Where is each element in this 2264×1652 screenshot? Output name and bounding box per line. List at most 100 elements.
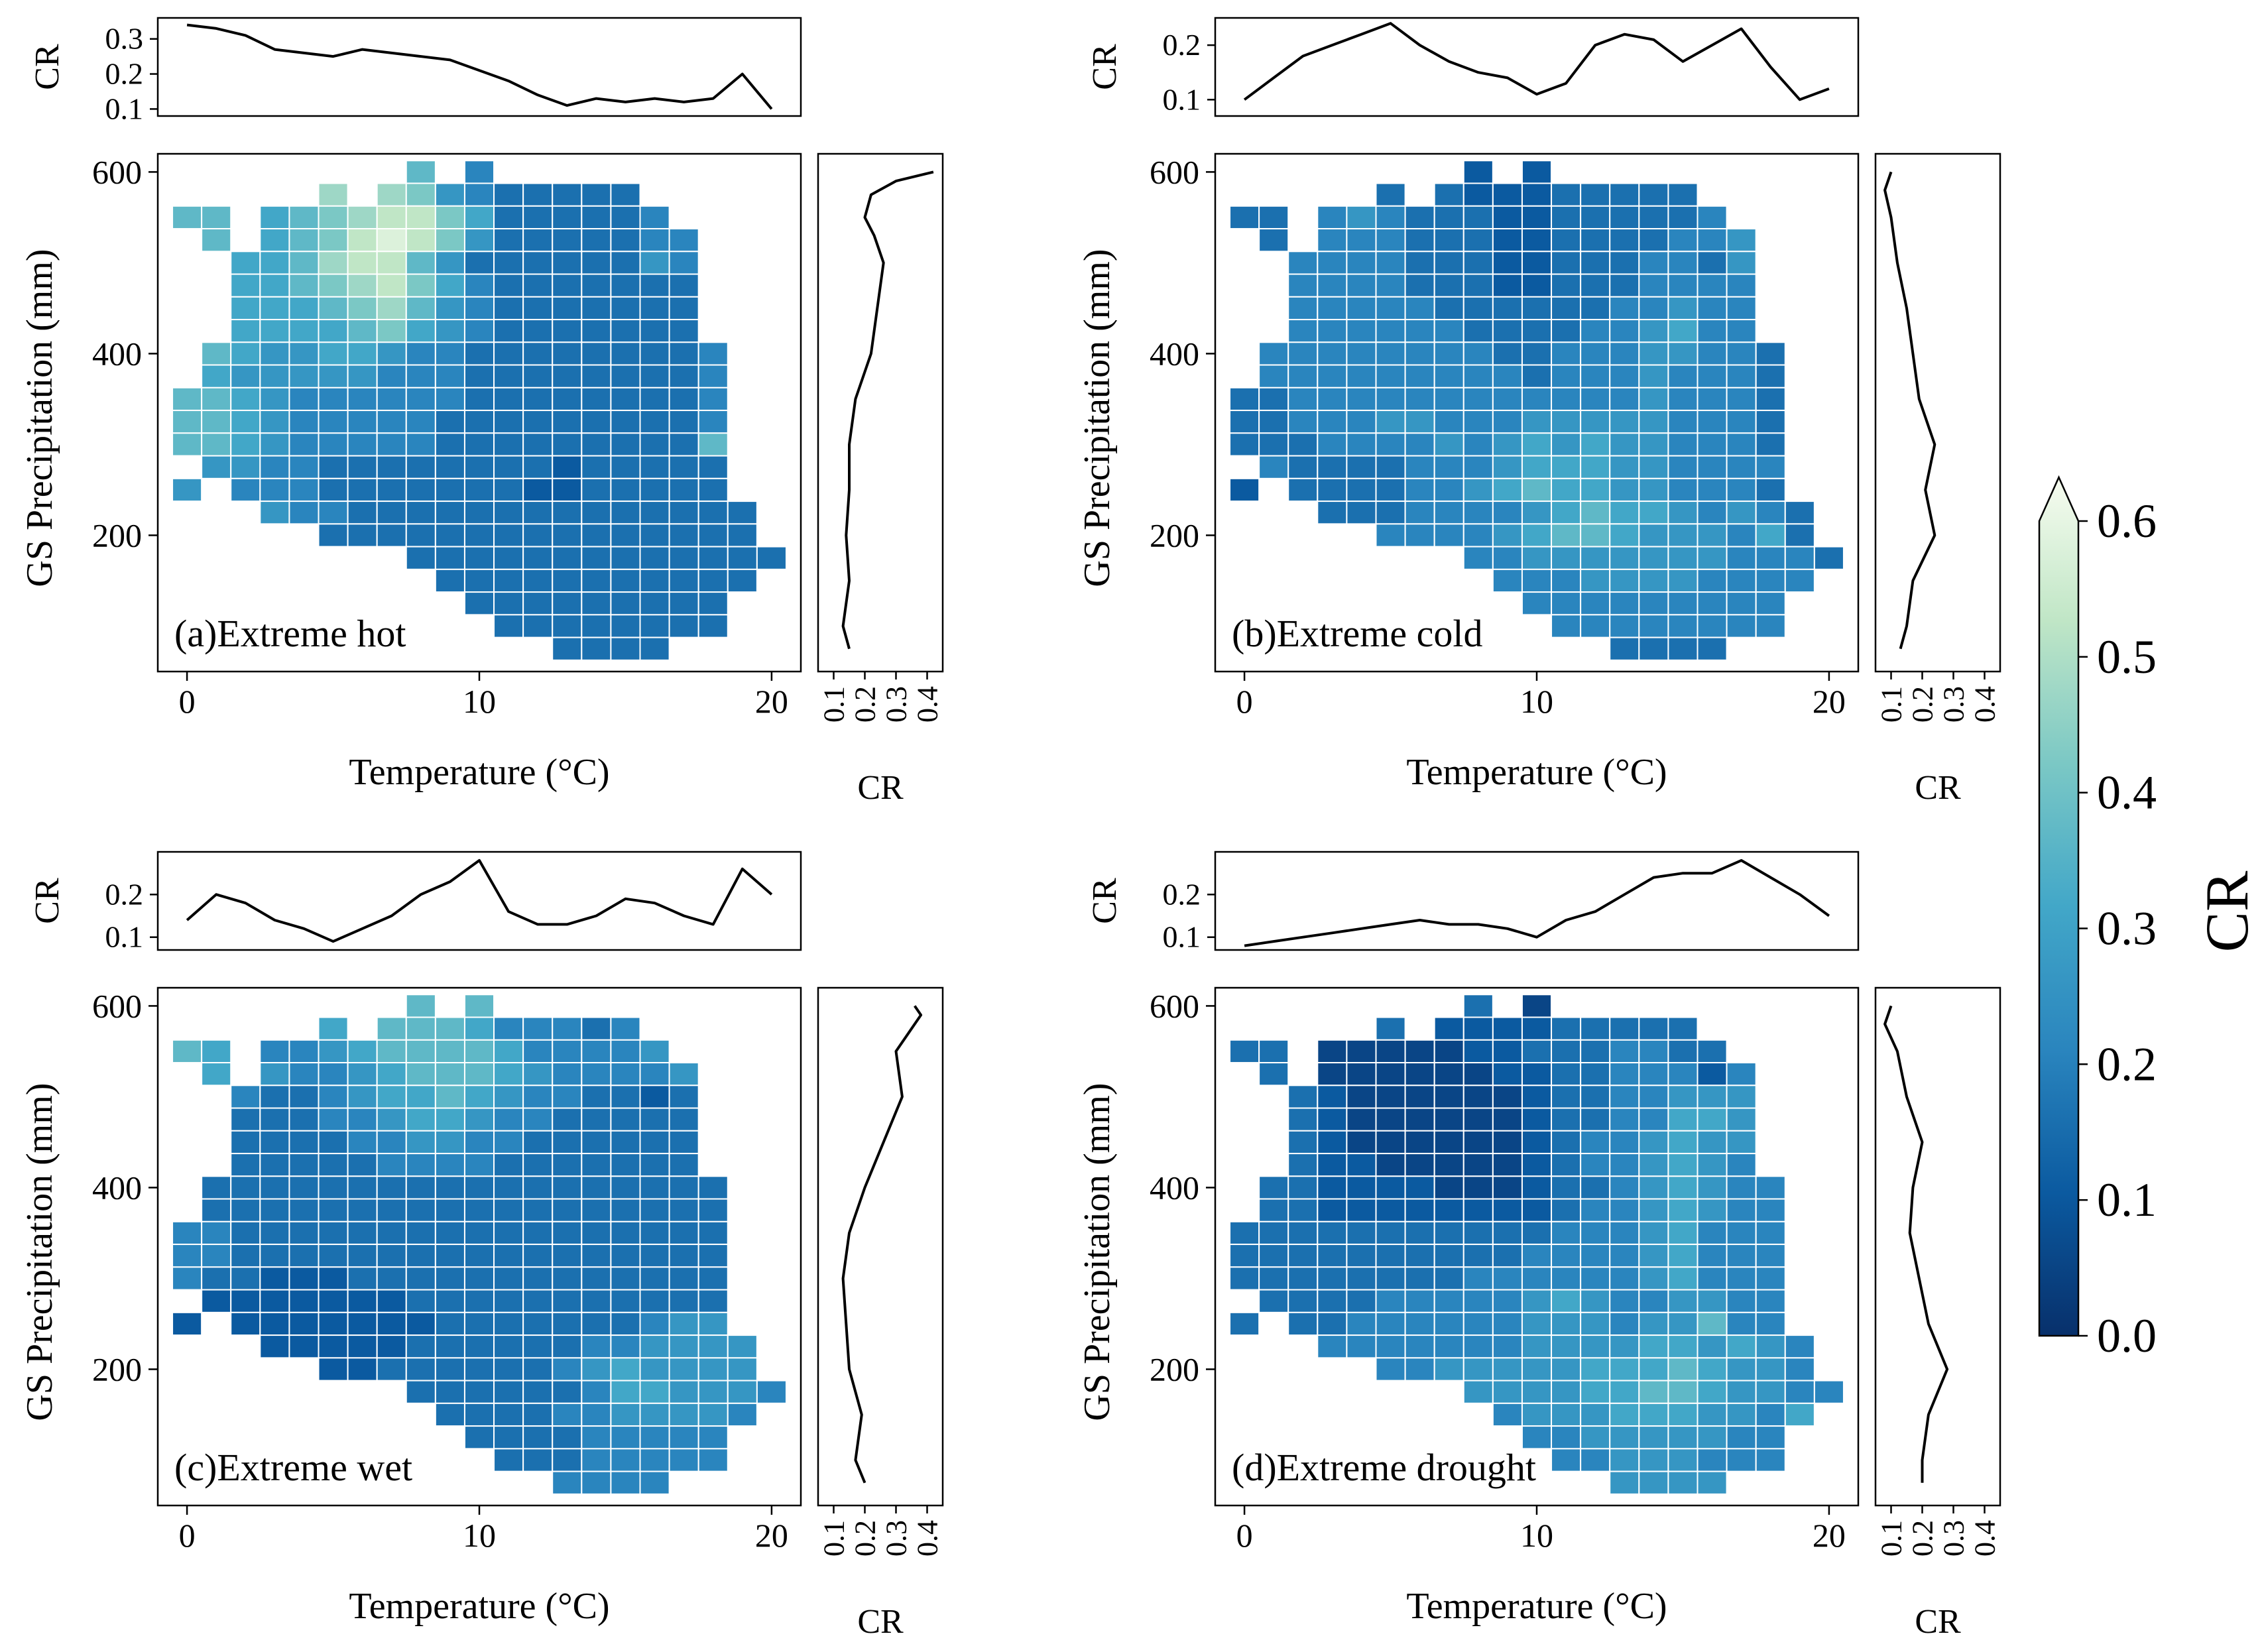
heatmap-cell — [552, 636, 583, 661]
heatmap-cell — [668, 319, 699, 343]
heatmap-cell — [581, 477, 612, 502]
heatmap-cell — [347, 319, 378, 343]
heatmap-cell — [552, 1266, 583, 1291]
heatmap-cell — [230, 1153, 261, 1177]
heatmap-cell — [1580, 432, 1611, 457]
panel-annotation: (c)Extreme wet — [174, 1446, 412, 1489]
heatmap-cell — [1521, 296, 1553, 321]
heatmap-cell — [463, 1107, 495, 1132]
heatmap-cell — [347, 1153, 378, 1177]
heatmap-cell — [1346, 1311, 1377, 1336]
heatmap-cell — [552, 251, 583, 275]
heatmap-cell — [1638, 1130, 1669, 1155]
heatmap-cell — [581, 568, 612, 593]
heatmap-cell — [581, 341, 612, 366]
heatmap-cell — [376, 432, 407, 457]
heatmap-cell — [639, 1357, 670, 1382]
heatmap-cell — [1433, 1311, 1464, 1336]
heatmap-cell — [1462, 1334, 1494, 1359]
heatmap-cell — [259, 1039, 290, 1064]
heatmap-cell — [1580, 568, 1611, 593]
heatmap-cell — [1609, 432, 1640, 457]
heatmap-cell — [1580, 1311, 1611, 1336]
heatmap-cell — [1492, 182, 1523, 207]
heatmap-cell — [201, 1266, 232, 1291]
heatmap-cell — [1462, 1220, 1494, 1246]
heatmap-cell — [1580, 1244, 1611, 1268]
heatmap-cell — [1755, 1380, 1786, 1404]
heatmap-cell — [1346, 1085, 1377, 1109]
heatmap-cell — [1697, 455, 1728, 479]
top-marginal-label: CR — [29, 44, 66, 90]
heatmap-cell — [1433, 1107, 1464, 1132]
heatmap-cell — [288, 341, 320, 366]
heatmap-cell — [1462, 273, 1494, 298]
heatmap-cell — [1433, 364, 1464, 388]
heatmap-cell — [1375, 341, 1406, 366]
heatmap-cell — [1492, 432, 1523, 457]
heatmap-cell — [522, 1311, 554, 1336]
heatmap-cell — [1375, 319, 1406, 343]
heatmap-cell — [1404, 341, 1435, 366]
heatmap-cell — [1404, 1311, 1435, 1336]
heatmap-cell — [434, 319, 465, 343]
heatmap-cell — [1580, 455, 1611, 479]
heatmap-cell — [1404, 273, 1435, 298]
heatmap-cell — [1521, 251, 1553, 275]
heatmap-cell — [668, 1085, 699, 1109]
heatmap-cell — [493, 182, 524, 207]
heatmap-cell — [1609, 546, 1640, 570]
heatmap-cell — [1638, 1334, 1669, 1359]
heatmap-cell — [434, 523, 465, 548]
heatmap-cell — [1551, 1402, 1582, 1427]
heatmap-cell — [610, 1220, 641, 1246]
heatmap-cell — [1580, 1085, 1611, 1109]
heatmap-cell — [552, 1311, 583, 1336]
heatmap-cell — [1462, 1198, 1494, 1222]
heatmap-cell — [610, 296, 641, 321]
heatmap-cell — [1667, 364, 1698, 388]
heatmap-cell — [1462, 296, 1494, 321]
heatmap-cell — [1433, 319, 1464, 343]
heatmap-cell — [405, 160, 436, 184]
heatmap-cell — [347, 1220, 378, 1246]
heatmap-cell — [697, 523, 729, 548]
heatmap-cell — [1433, 1085, 1464, 1109]
heatmap-cell — [1609, 1425, 1640, 1450]
heatmap-cell — [1229, 1311, 1260, 1336]
heatmap-cell — [639, 1289, 670, 1313]
y-tick-label: 600 — [92, 153, 142, 190]
heatmap-cell — [493, 364, 524, 388]
heatmap-cell — [493, 1244, 524, 1268]
right-marginal-label: CR — [857, 769, 904, 807]
heatmap-cell — [463, 1153, 495, 1177]
heatmap-cell — [1375, 1311, 1406, 1336]
heatmap-cell — [259, 205, 290, 230]
heatmap-cell — [522, 501, 554, 525]
heatmap-cell — [376, 1334, 407, 1359]
heatmap-cell — [522, 1130, 554, 1155]
heatmap-cell — [1492, 1357, 1523, 1382]
heatmap-cell — [1609, 1085, 1640, 1109]
heatmap-cell — [1726, 1175, 1757, 1200]
heatmap-cell — [201, 386, 232, 412]
heatmap-cell — [318, 1220, 349, 1246]
heatmap-cell — [493, 341, 524, 366]
heatmap-cell — [610, 273, 641, 298]
heatmap-cell — [1609, 228, 1640, 253]
heatmap-cell — [405, 364, 436, 388]
heatmap-cell — [172, 205, 203, 230]
heatmap-cell — [434, 1380, 465, 1404]
heatmap-cell — [610, 341, 641, 366]
heatmap-cell — [1258, 205, 1289, 230]
heatmap-cell — [1697, 1153, 1728, 1177]
heatmap-cell — [1258, 1266, 1289, 1291]
x-tick-label: 0 — [1236, 1517, 1253, 1554]
heatmap-cell — [376, 251, 407, 275]
x-axis-label: Temperature (°C) — [1406, 752, 1667, 793]
heatmap-cell — [1609, 1334, 1640, 1359]
heatmap-cell — [697, 1244, 729, 1268]
heatmap-cell — [1404, 251, 1435, 275]
heatmap-cell — [288, 386, 320, 412]
heatmap-cell — [318, 205, 349, 230]
